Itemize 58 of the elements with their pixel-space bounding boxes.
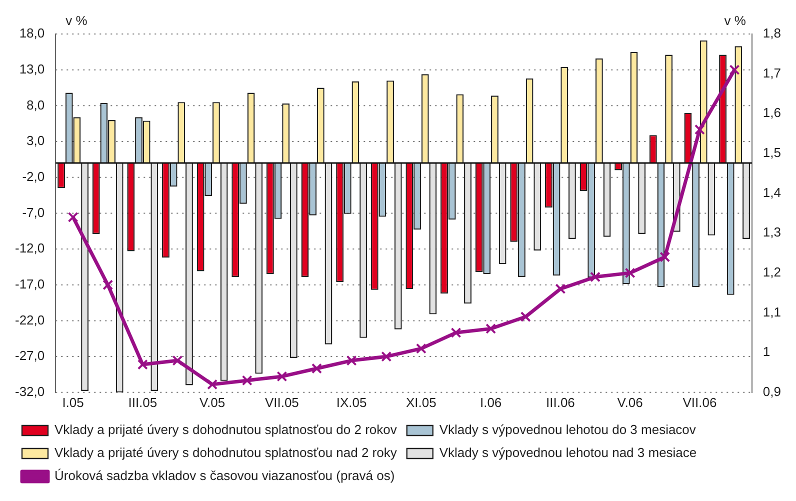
point: [381, 351, 392, 362]
y-tick-label: 3,0: [26, 133, 45, 148]
legend-label: Vklady a prijaté úvery s dohodnutou splatnosťou nad 2 roky: [54, 445, 398, 460]
y-tick-label: -12,0: [14, 240, 45, 256]
point: [276, 371, 288, 382]
y-tick-label: -27,0: [14, 348, 45, 364]
y-tick-label: 18,0: [19, 26, 45, 41]
point: [242, 375, 252, 386]
point: [207, 379, 218, 390]
point: [172, 355, 183, 366]
y2-tick-label: 1,1: [762, 304, 782, 320]
y-tick-label: -2,0: [22, 168, 45, 184]
point: [346, 355, 357, 366]
point: [555, 284, 566, 294]
y-tick-label: -32,0: [14, 384, 45, 399]
point: [68, 212, 78, 222]
y2-tick-label: 1,7: [762, 65, 782, 80]
x-tick-label: III.05: [128, 394, 158, 410]
point: [624, 268, 636, 278]
y2-axis-title: v %: [724, 13, 746, 28]
y2-tick-label: 1,3: [762, 224, 782, 240]
x-tick-label: V.05: [200, 394, 226, 410]
legend-label: Vklady s výpovednou lehotou nad 3 mesiace: [439, 445, 697, 460]
point: [729, 64, 740, 76]
x-tick-label: III.06: [546, 394, 575, 410]
legend-label: Vklady s výpovednou lehotou do 3 mesiacov: [439, 422, 696, 438]
y-tick-label: -17,0: [14, 276, 45, 292]
y-axis-title: v %: [66, 13, 88, 28]
x-tick-label: IX.05: [336, 394, 367, 410]
y2-tick-label: 1,6: [762, 105, 782, 120]
y2-tick-label: 1,8: [762, 26, 782, 41]
x-tick-label: I.05: [62, 394, 84, 410]
point: [416, 343, 426, 354]
y-tick-label: 8,0: [26, 97, 45, 112]
y2-tick-label: 1,2: [762, 264, 782, 280]
legend-label: Vklady a prijaté úvery s dohodnutou splatnosťou do 2 rokov: [54, 422, 398, 438]
y2-tick-label: 0,9: [762, 384, 782, 399]
y-tick-label: 13,0: [19, 61, 45, 76]
y-tick-label: -7,0: [22, 204, 45, 220]
legend-label: Úroková sadzba vkladov s časovou viazanosťou (pravá os): [54, 468, 395, 484]
point: [660, 252, 670, 262]
point: [590, 272, 601, 282]
x-tick-label: V.06: [617, 394, 643, 410]
y2-tick-label: 1: [762, 344, 770, 360]
x-tick-label: I.06: [480, 394, 502, 410]
point: [450, 327, 462, 338]
point: [312, 363, 322, 374]
x-tick-label: XI.05: [406, 394, 436, 410]
x-tick-label: VII.06: [682, 394, 717, 410]
y-tick-label: -22,0: [14, 312, 45, 328]
point: [486, 323, 496, 334]
point: [102, 280, 114, 290]
point: [137, 359, 148, 370]
point: [694, 124, 705, 135]
point: [520, 311, 531, 322]
y2-tick-label: 1,4: [762, 184, 782, 200]
y2-tick-label: 1,5: [762, 145, 782, 160]
x-tick-label: VII.05: [264, 394, 299, 410]
